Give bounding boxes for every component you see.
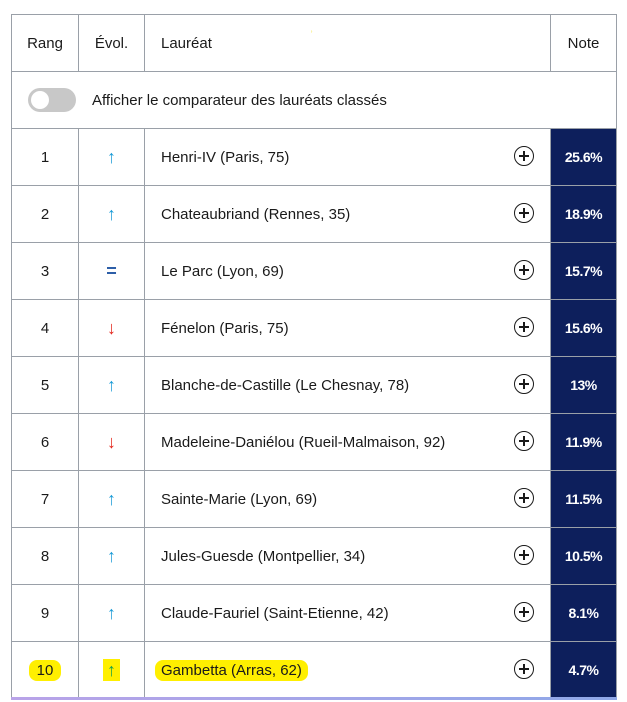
equal-icon: = — [106, 260, 117, 281]
table-row: 5 ↑ Blanche-de-Castille (Le Chesnay, 78) 13… — [11, 356, 617, 414]
table-header-row: Rang Évol. Lauréat Note — [11, 14, 617, 72]
rank-number: 10 — [28, 659, 62, 681]
note-value: 10.5% — [550, 527, 617, 585]
note-value: 11.9% — [550, 413, 617, 471]
expand-plus-icon[interactable] — [514, 203, 534, 223]
laureat-name: Sainte-Marie (Lyon, 69) — [161, 490, 318, 508]
rank-number: 9 — [40, 604, 50, 622]
rank-number: 6 — [40, 433, 50, 451]
arrow-up-icon: ↑ — [107, 374, 116, 395]
header-note: Note — [550, 14, 617, 72]
expand-plus-icon[interactable] — [514, 317, 534, 337]
rank-number: 1 — [40, 148, 50, 166]
expand-plus-icon[interactable] — [514, 146, 534, 166]
laureat-name: Claude-Fauriel (Saint-Etienne, 42) — [161, 604, 389, 622]
note-value: 13% — [550, 356, 617, 414]
table-row: 7 ↑ Sainte-Marie (Lyon, 69) 11.5% — [11, 470, 617, 528]
laureat-name: Gambetta (Arras, 62) — [155, 659, 308, 681]
laureat-name: Madeleine-Daniélou (Rueil-Malmaison, 92) — [161, 433, 446, 451]
table-row: 9 ↑ Claude-Fauriel (Saint-Etienne, 42) 8.1% — [11, 584, 617, 642]
expand-plus-icon[interactable] — [514, 602, 534, 622]
header-laureat: Lauréat — [144, 14, 551, 72]
toggle-knob — [31, 91, 49, 109]
note-value: 4.7% — [550, 641, 617, 699]
rank-number: 4 — [40, 319, 50, 337]
laureat-name: Jules-Guesde (Montpellier, 34) — [161, 547, 366, 565]
expand-plus-icon[interactable] — [514, 260, 534, 280]
arrow-up-icon: ↑ — [107, 545, 116, 566]
laureat-name: Henri-IV (Paris, 75) — [161, 148, 290, 166]
laureat-name: Chateaubriand (Rennes, 35) — [161, 205, 351, 223]
arrow-up-icon: ↑ — [107, 602, 116, 623]
note-value: 15.7% — [550, 242, 617, 300]
comparator-toggle-switch[interactable] — [28, 88, 76, 112]
rank-number: 8 — [40, 547, 50, 565]
ranking-table: Rang Évol. Lauréat Note Afficher le comp… — [11, 14, 617, 699]
rank-number: 2 — [40, 205, 50, 223]
table-row: 2 ↑ Chateaubriand (Rennes, 35) 18.9% — [11, 185, 617, 243]
table-row: 10 ↑ Gambetta (Arras, 62) 4.7% — [11, 641, 617, 699]
arrow-down-icon: ↓ — [107, 317, 116, 338]
note-value: 25.6% — [550, 128, 617, 186]
laureat-name: Fénelon (Paris, 75) — [161, 319, 289, 337]
laureat-name: Le Parc (Lyon, 69) — [161, 262, 284, 280]
header-evolution: Évol. — [78, 14, 145, 72]
arrow-up-icon: ↑ — [107, 203, 116, 224]
table-row: 1 ↑ Henri-IV (Paris, 75) 25.6% — [11, 128, 617, 186]
comparator-toggle-label: Afficher le comparateur des lauréats cla… — [92, 91, 387, 109]
table-row: 6 ↓ Madeleine-Daniélou (Rueil-Malmaison, 9… — [11, 413, 617, 471]
expand-plus-icon[interactable] — [514, 374, 534, 394]
expand-plus-icon[interactable] — [514, 488, 534, 508]
rank-number: 5 — [40, 376, 50, 394]
table-row: 4 ↓ Fénelon (Paris, 75) 15.6% — [11, 299, 617, 357]
note-value: 11.5% — [550, 470, 617, 528]
comparator-toggle-row: Afficher le comparateur des lauréats cla… — [11, 71, 617, 129]
table-row: 8 ↑ Jules-Guesde (Montpellier, 34) 10.5% — [11, 527, 617, 585]
table-row: 3 = Le Parc (Lyon, 69) 15.7% — [11, 242, 617, 300]
note-value: 15.6% — [550, 299, 617, 357]
header-rang: Rang — [11, 14, 79, 72]
expand-plus-icon[interactable] — [514, 659, 534, 679]
rank-number: 7 — [40, 490, 50, 508]
rank-number: 3 — [40, 262, 50, 280]
arrow-down-icon: ↓ — [107, 431, 116, 452]
arrow-up-icon: ↑ — [107, 146, 116, 167]
expand-plus-icon[interactable] — [514, 431, 534, 451]
comparator-toggle-wrapper: Afficher le comparateur des lauréats cla… — [28, 88, 616, 112]
stray-mark: ʾ — [310, 30, 314, 41]
note-value: 18.9% — [550, 185, 617, 243]
note-value: 8.1% — [550, 584, 617, 642]
arrow-up-icon: ↑ — [107, 488, 116, 509]
expand-plus-icon[interactable] — [514, 545, 534, 565]
bottom-accent-line — [11, 697, 617, 700]
laureat-name: Blanche-de-Castille (Le Chesnay, 78) — [161, 376, 410, 394]
ranking-rows: 1 ↑ Henri-IV (Paris, 75) 25.6% 2 ↑ Chateaubria… — [11, 128, 617, 699]
arrow-up-icon: ↑ — [103, 659, 120, 681]
